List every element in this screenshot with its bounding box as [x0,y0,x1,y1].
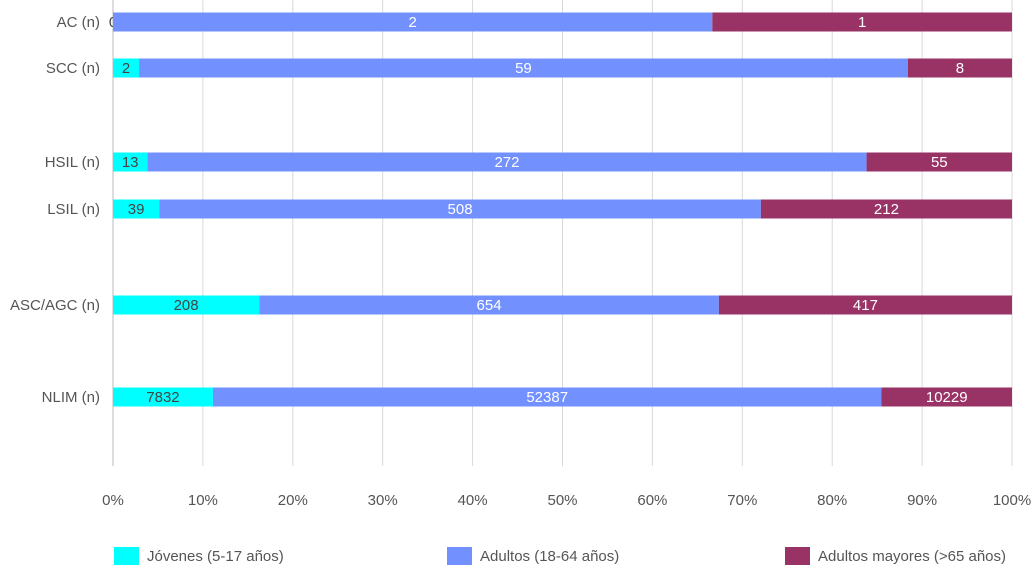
bar-segment [113,199,160,219]
data-label: 39 [128,201,145,218]
legend-label: Adultos mayores (>65 años) [818,548,1006,565]
bar-segment [259,295,719,315]
data-label: 55 [931,154,948,171]
data-label: 272 [494,154,519,171]
data-label: 52387 [526,389,568,406]
category-label: ASC/AGC (n) [10,297,100,314]
x-tick-label: 0% [102,492,124,509]
category-label: NLIM (n) [42,389,100,406]
bar-segment [212,387,882,407]
data-label: 13 [122,154,139,171]
x-tick-label: 50% [547,492,577,509]
x-tick-label: 100% [993,492,1031,509]
data-label: 2 [122,60,130,77]
bar-segment [113,58,140,78]
legend-swatch [785,547,810,565]
data-label: 212 [874,201,899,218]
bar-segment [159,199,761,219]
x-tick-label: 30% [368,492,398,509]
bar-segment [712,12,1012,32]
data-label: 208 [174,297,199,314]
data-label: 8 [956,60,964,77]
data-label: 654 [477,297,502,314]
bar-segment [907,58,1012,78]
x-tick-label: 80% [817,492,847,509]
data-label: 508 [448,201,473,218]
bar-segment [147,152,867,172]
legend-swatch [114,547,139,565]
category-label: HSIL (n) [45,154,100,171]
data-label: 7832 [146,389,179,406]
category-label: AC (n) [57,14,100,31]
data-label: 59 [515,60,532,77]
category-label: LSIL (n) [47,201,100,218]
bar-segment [718,295,1012,315]
x-tick-label: 20% [278,492,308,509]
x-tick-label: 60% [637,492,667,509]
data-label: 10229 [926,389,968,406]
bar-segment [866,152,1012,172]
x-tick-label: 90% [907,492,937,509]
bar-segment [113,295,260,315]
data-label: 417 [853,297,878,314]
bar-segment [760,199,1012,219]
x-tick-label: 40% [458,492,488,509]
bar-segment [139,58,908,78]
legend-swatch [447,547,472,565]
bar-segment [113,12,713,32]
category-label: SCC (n) [46,60,100,77]
legend-label: Jóvenes (5-17 años) [147,548,284,565]
data-label: 1 [858,14,866,31]
bar-segment [113,152,148,172]
data-label: 2 [408,14,416,31]
bar-segment [881,387,1012,407]
x-tick-label: 70% [727,492,757,509]
x-tick-label: 10% [188,492,218,509]
bar-segment [113,387,213,407]
legend-label: Adultos (18-64 años) [480,548,619,565]
